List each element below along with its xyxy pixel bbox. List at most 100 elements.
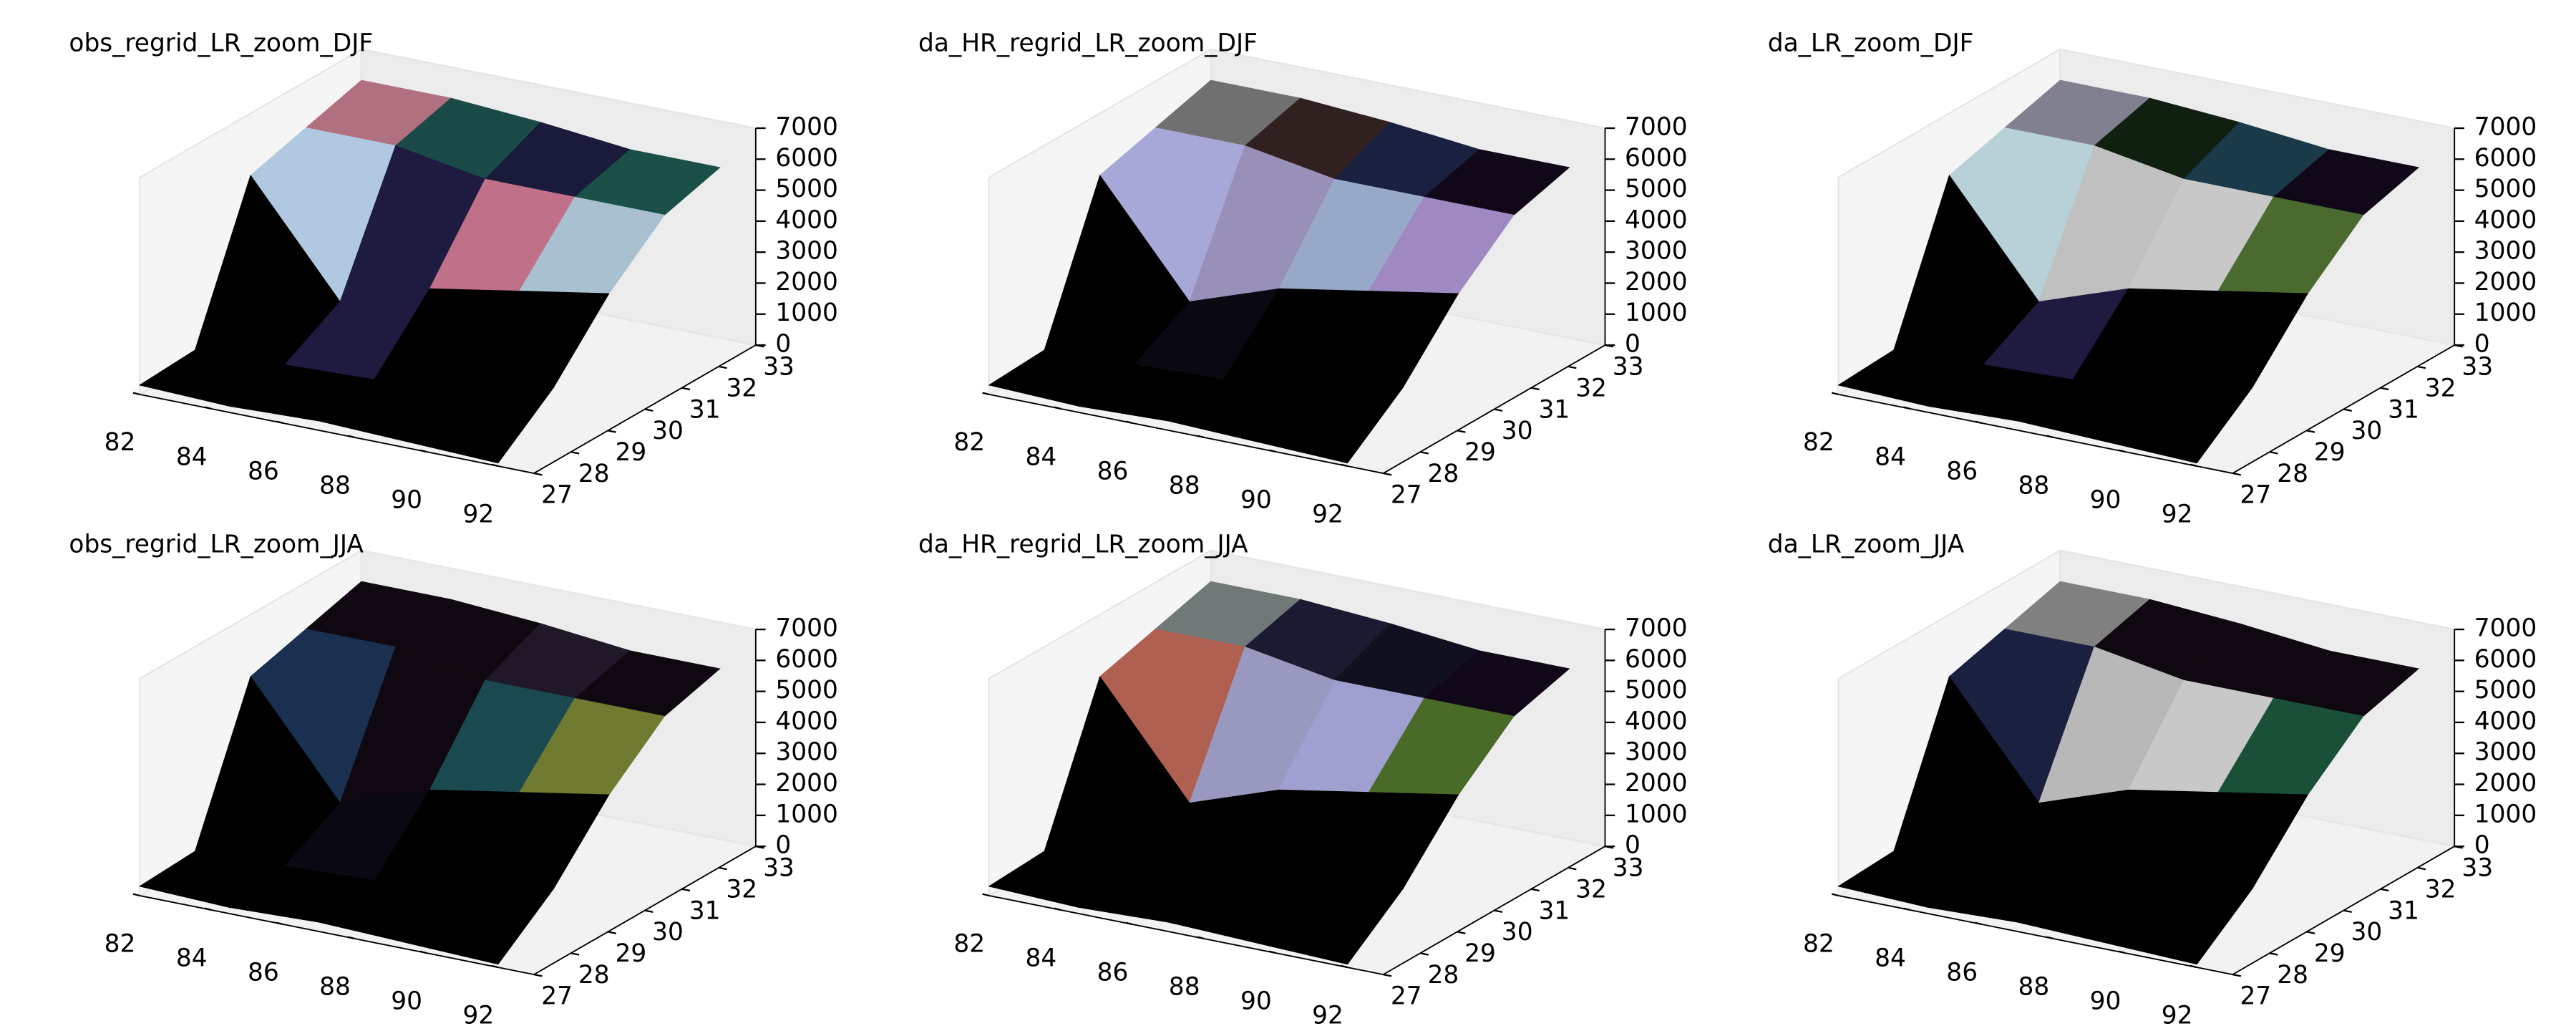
z-tick-label: 1000 bbox=[775, 800, 838, 828]
y-tick-label: 32 bbox=[726, 876, 757, 904]
y-tick bbox=[1457, 430, 1466, 433]
y-tick bbox=[1530, 387, 1540, 391]
x-tick bbox=[204, 406, 212, 410]
x-tick bbox=[1341, 964, 1348, 969]
z-tick-label: 7000 bbox=[2474, 614, 2537, 643]
x-tick-label: 92 bbox=[1312, 500, 1343, 528]
x-tick-label: 84 bbox=[176, 944, 208, 972]
y-tick bbox=[533, 973, 543, 977]
z-tick-label: 0 bbox=[2474, 831, 2490, 860]
x-tick bbox=[1125, 420, 1133, 425]
z-tick-label: 4000 bbox=[1625, 707, 1688, 735]
y-tick bbox=[2417, 365, 2426, 369]
x-tick bbox=[2189, 964, 2197, 969]
x-tick bbox=[419, 950, 427, 954]
y-tick bbox=[1568, 365, 1577, 369]
y-tick bbox=[2269, 451, 2278, 455]
y-tick bbox=[681, 888, 691, 892]
z-tick-label: 5000 bbox=[1625, 676, 1688, 705]
x-tick bbox=[2046, 936, 2054, 940]
y-tick-label: 29 bbox=[1464, 438, 1496, 467]
z-tick-label: 0 bbox=[1625, 831, 1641, 860]
x-tick bbox=[1903, 406, 1910, 410]
x-tick-label: 82 bbox=[953, 428, 985, 457]
x-tick bbox=[1975, 420, 1983, 425]
y-tick bbox=[533, 472, 543, 476]
y-tick-label: 32 bbox=[1575, 876, 1607, 904]
x-tick bbox=[348, 936, 355, 940]
figure-body: 8284868890922728293031323301000200030004… bbox=[69, 29, 2537, 1030]
x-tick-label: 88 bbox=[1169, 471, 1200, 500]
x-tick-label: 92 bbox=[462, 500, 494, 528]
x-tick-label: 92 bbox=[2162, 500, 2193, 528]
x-tick-label: 92 bbox=[2162, 1001, 2193, 1030]
x-tick bbox=[1197, 435, 1205, 439]
z-tick-label: 5000 bbox=[775, 175, 838, 203]
y-tick bbox=[2343, 909, 2352, 914]
chart-title: da_HR_regrid_LR_zoom_JJA bbox=[918, 531, 1248, 559]
x-tick-label: 90 bbox=[2090, 485, 2121, 514]
y-tick-label: 31 bbox=[1538, 395, 1570, 424]
z-tick-label: 7000 bbox=[775, 113, 838, 142]
y-tick bbox=[1530, 888, 1540, 892]
y-tick-label: 33 bbox=[763, 854, 794, 883]
panel: 8284868890922728293031323301000200030004… bbox=[1768, 531, 2537, 1030]
z-tick-label: 7000 bbox=[1625, 614, 1688, 643]
y-tick bbox=[608, 931, 616, 934]
x-tick bbox=[2189, 463, 2197, 468]
z-tick-label: 6000 bbox=[775, 144, 838, 173]
y-tick-label: 33 bbox=[2461, 854, 2493, 883]
z-tick-label: 0 bbox=[1625, 330, 1641, 359]
x-tick-label: 84 bbox=[1875, 442, 1906, 471]
x-tick-label: 86 bbox=[248, 457, 279, 485]
y-tick-label: 28 bbox=[578, 961, 610, 989]
y-tick-label: 29 bbox=[2314, 438, 2346, 467]
y-tick bbox=[2343, 408, 2352, 412]
y-tick bbox=[2380, 888, 2389, 892]
x-tick bbox=[1268, 950, 1276, 954]
x-tick bbox=[1831, 893, 1839, 897]
y-tick bbox=[1457, 931, 1466, 934]
z-tick-label: 5000 bbox=[2474, 676, 2537, 705]
y-tick bbox=[644, 408, 653, 412]
y-tick bbox=[608, 430, 616, 433]
x-tick-label: 82 bbox=[1803, 428, 1834, 457]
y-tick bbox=[718, 866, 727, 871]
chart-title: obs_regrid_LR_zoom_DJF bbox=[69, 29, 373, 57]
y-tick-label: 29 bbox=[2314, 939, 2346, 968]
y-tick-label: 31 bbox=[2388, 896, 2419, 925]
chart-title: da_LR_zoom_DJF bbox=[1768, 29, 1974, 57]
y-tick-label: 33 bbox=[763, 353, 794, 382]
x-tick-label: 88 bbox=[319, 972, 351, 1001]
x-tick bbox=[1975, 921, 1983, 926]
x-tick bbox=[2118, 449, 2126, 453]
y-tick bbox=[681, 387, 691, 391]
x-tick bbox=[204, 907, 212, 911]
y-tick-label: 33 bbox=[1613, 854, 1644, 883]
z-tick-label: 5000 bbox=[775, 676, 838, 705]
panel: 8284868890922728293031323301000200030004… bbox=[69, 531, 838, 1030]
x-tick bbox=[419, 449, 427, 453]
y-tick-label: 27 bbox=[1391, 982, 1422, 1011]
y-tick-label: 27 bbox=[1391, 481, 1422, 510]
x-tick-label: 84 bbox=[1025, 442, 1056, 471]
y-tick bbox=[2232, 973, 2242, 977]
panel: 8284868890922728293031323301000200030004… bbox=[918, 531, 1688, 1030]
x-tick bbox=[348, 435, 355, 439]
y-tick-label: 31 bbox=[689, 896, 721, 925]
y-tick bbox=[570, 451, 580, 455]
x-tick-label: 84 bbox=[1025, 944, 1056, 972]
y-tick bbox=[718, 365, 727, 369]
y-tick bbox=[2380, 387, 2389, 391]
z-tick-label: 1000 bbox=[1625, 800, 1688, 828]
y-tick-label: 27 bbox=[2240, 481, 2272, 510]
y-tick-label: 33 bbox=[1613, 353, 1644, 382]
x-tick-label: 84 bbox=[1875, 944, 1906, 972]
y-tick bbox=[1494, 909, 1503, 914]
panel: 8284868890922728293031323301000200030004… bbox=[1768, 29, 2537, 528]
z-tick-label: 4000 bbox=[2474, 707, 2537, 735]
y-tick bbox=[644, 909, 653, 914]
z-tick-label: 4000 bbox=[775, 205, 838, 234]
x-tick-label: 86 bbox=[1946, 457, 1978, 485]
surface-patch bbox=[2106, 888, 2253, 965]
